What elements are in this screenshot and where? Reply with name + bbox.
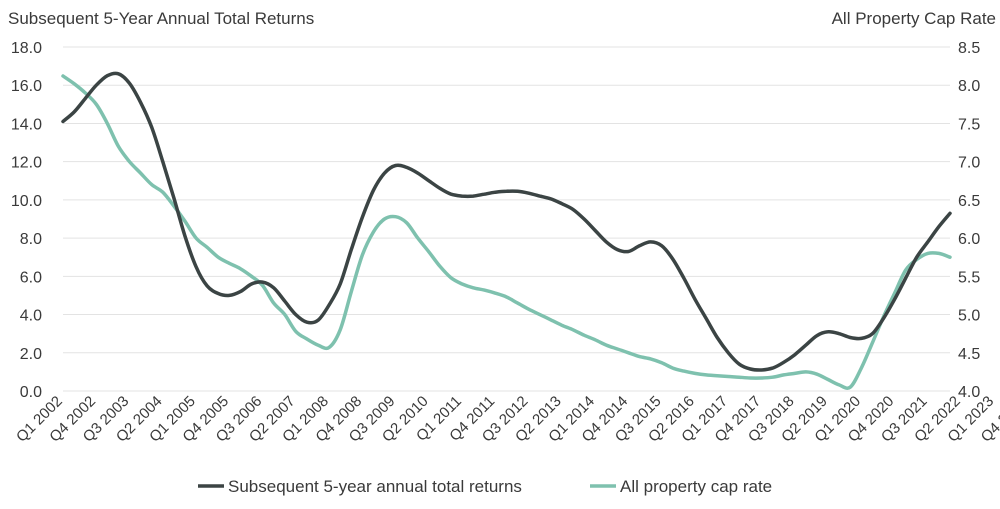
- y-left-tick-label: 18.0: [11, 40, 42, 57]
- left-y-axis: 0.0 2.0 4.0 6.0 8.0 10.0 12.0 14.0 16.0 18.0: [11, 40, 42, 401]
- y-left-tick-label: 8.0: [20, 231, 42, 248]
- y-left-tick-label: 6.0: [20, 269, 42, 286]
- legend-label-cap-rate: All property cap rate: [620, 477, 772, 496]
- y-right-tick-label: 7.0: [958, 155, 980, 172]
- series-line-cap-rate: [61, 74, 952, 390]
- y-right-tick-label: 5.0: [958, 308, 980, 325]
- y-left-tick-label: 2.0: [20, 346, 42, 363]
- y-right-tick-label: 8.5: [958, 40, 980, 57]
- y-right-tick-label: 6.0: [958, 231, 980, 248]
- right-axis-title: All Property Cap Rate: [832, 9, 996, 28]
- y-left-tick-label: 12.0: [11, 155, 42, 172]
- y-right-tick-label: 6.5: [958, 193, 980, 210]
- series-line-returns: [61, 71, 952, 372]
- y-left-tick-label: 14.0: [11, 116, 42, 133]
- y-left-tick-label: 16.0: [11, 78, 42, 95]
- y-left-tick-label: 0.0: [20, 384, 42, 401]
- y-right-tick-label: 5.5: [958, 269, 980, 286]
- y-right-tick-label: 7.5: [958, 116, 980, 133]
- legend-label-returns: Subsequent 5-year annual total returns: [228, 477, 522, 496]
- right-y-axis: 4.0 4.5 5.0 5.5 6.0 6.5 7.0 7.5 8.0 8.5: [958, 40, 980, 401]
- left-axis-title: Subsequent 5-Year Annual Total Returns: [8, 9, 314, 28]
- series-lines: [61, 71, 952, 390]
- gridlines: [63, 46, 950, 392]
- y-left-tick-label: 4.0: [20, 308, 42, 325]
- y-right-tick-label: 8.0: [958, 78, 980, 95]
- y-right-tick-label: 4.5: [958, 346, 980, 363]
- y-right-tick-label: 4.0: [958, 384, 980, 401]
- legend: Subsequent 5-year annual total returns A…: [198, 477, 772, 496]
- y-left-tick-label: 10.0: [11, 193, 42, 210]
